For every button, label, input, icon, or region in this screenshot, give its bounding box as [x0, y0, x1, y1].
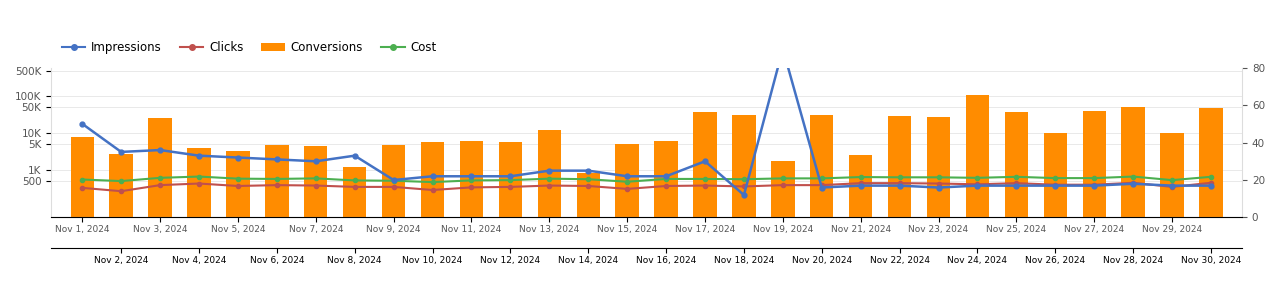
Bar: [1005, 112, 1028, 304]
Bar: [227, 151, 250, 304]
Bar: [1083, 111, 1106, 304]
Bar: [849, 155, 873, 304]
Bar: [305, 146, 328, 304]
Bar: [966, 95, 989, 304]
Bar: [654, 141, 678, 304]
Bar: [460, 140, 483, 304]
Bar: [499, 143, 522, 304]
Bar: [265, 145, 288, 304]
Bar: [1121, 107, 1144, 304]
Bar: [538, 130, 561, 304]
Bar: [694, 112, 717, 304]
Bar: [888, 116, 911, 304]
Bar: [421, 143, 444, 304]
Bar: [927, 117, 950, 304]
Bar: [1161, 133, 1184, 304]
Bar: [616, 144, 639, 304]
Bar: [70, 136, 93, 304]
Bar: [110, 154, 133, 304]
Legend: Impressions, Clicks, Conversions, Cost: Impressions, Clicks, Conversions, Cost: [58, 36, 442, 58]
Bar: [576, 173, 600, 304]
Bar: [810, 115, 833, 304]
Bar: [187, 148, 211, 304]
Bar: [771, 161, 795, 304]
Bar: [381, 145, 406, 304]
Bar: [732, 116, 755, 304]
Bar: [343, 167, 366, 304]
Bar: [1043, 133, 1068, 304]
Bar: [148, 118, 172, 304]
Bar: [1199, 108, 1222, 304]
